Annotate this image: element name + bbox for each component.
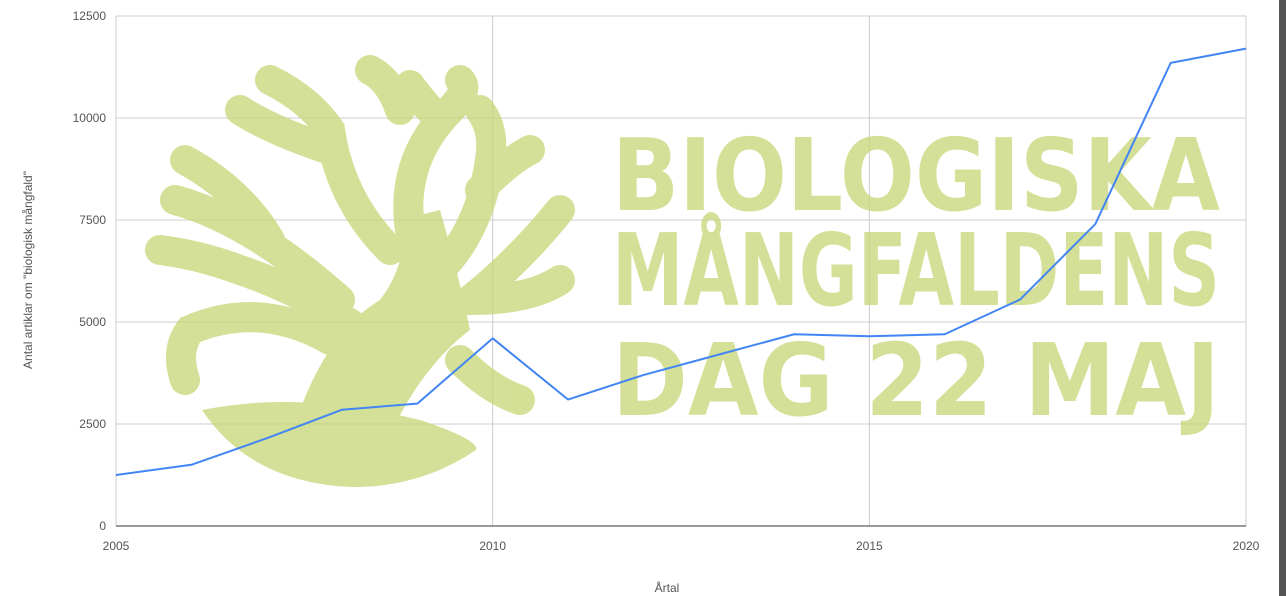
- x-tick-label: 2010: [479, 539, 506, 553]
- y-tick-label: 2500: [79, 417, 106, 431]
- x-axis-title: Årtal: [655, 580, 680, 595]
- chart: BIOLOGISKAMÅNGFALDENSDAG 22 MAJ 0 2500 500…: [0, 0, 1286, 596]
- y-tick-label: 5000: [79, 315, 106, 329]
- watermark-text: DAG 22 MAJ: [612, 322, 1220, 439]
- y-tick-label: 10000: [73, 111, 107, 125]
- x-tick-label: 2020: [1233, 539, 1260, 553]
- y-tick-label: 0: [99, 519, 106, 533]
- page: BIOLOGISKAMÅNGFALDENSDAG 22 MAJ 0 2500 500…: [0, 0, 1286, 596]
- x-tick-label: 2015: [856, 539, 883, 553]
- watermark-text: MÅNGFALDENS: [612, 212, 1220, 329]
- y-tick-label: 12500: [73, 9, 107, 23]
- y-tick-label: 7500: [79, 213, 106, 227]
- x-tick-label: 2005: [103, 539, 130, 553]
- y-axis-title: Antal artiklar om "biologisk mångfald": [21, 171, 35, 369]
- window-edge: [1279, 0, 1286, 596]
